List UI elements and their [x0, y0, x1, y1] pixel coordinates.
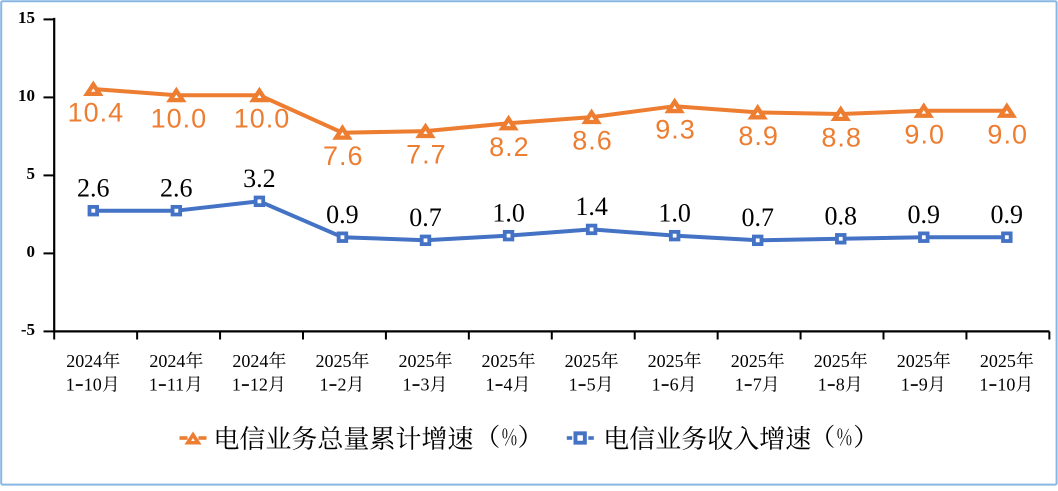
svg-text:0.9: 0.9	[991, 200, 1024, 229]
svg-text:2024: 2024	[232, 351, 268, 371]
svg-text:10: 10	[997, 375, 1015, 395]
svg-text:5: 5	[587, 375, 596, 395]
svg-text:9: 9	[919, 375, 928, 395]
svg-text:8: 8	[836, 375, 845, 395]
svg-text:10: 10	[18, 86, 35, 105]
svg-text:-5: -5	[21, 320, 35, 339]
svg-text:3: 3	[421, 375, 430, 395]
svg-text:11: 11	[167, 375, 184, 395]
svg-text:7.6: 7.6	[323, 141, 364, 171]
svg-text:8.6: 8.6	[572, 126, 613, 156]
svg-text:9.0: 9.0	[987, 119, 1028, 149]
svg-text:8.9: 8.9	[738, 121, 779, 151]
svg-text:2025: 2025	[897, 351, 933, 371]
svg-text:5: 5	[27, 164, 36, 183]
svg-text:0.7: 0.7	[741, 203, 774, 232]
svg-text:1: 1	[569, 375, 578, 395]
svg-text:2.6: 2.6	[160, 173, 193, 202]
svg-text:1: 1	[901, 375, 910, 395]
svg-text:1: 1	[319, 375, 328, 395]
svg-text:1: 1	[403, 375, 412, 395]
svg-text:0.8: 0.8	[824, 201, 857, 230]
svg-text:1: 1	[149, 375, 158, 395]
svg-text:1.0: 1.0	[492, 198, 525, 227]
svg-text:0.7: 0.7	[409, 203, 442, 232]
svg-text:2: 2	[337, 375, 346, 395]
svg-text:7.7: 7.7	[406, 140, 447, 170]
svg-text:2025: 2025	[399, 351, 435, 371]
svg-text:10.4: 10.4	[68, 98, 125, 128]
svg-text:10.0: 10.0	[151, 104, 208, 134]
svg-text:3.2: 3.2	[243, 164, 276, 193]
svg-text:0.9: 0.9	[908, 200, 941, 229]
svg-text:1.0: 1.0	[658, 198, 691, 227]
svg-text:10: 10	[84, 375, 102, 395]
svg-text:9.0: 9.0	[904, 119, 945, 149]
svg-text:0.9: 0.9	[326, 200, 359, 229]
svg-text:15: 15	[18, 8, 35, 27]
svg-text:1: 1	[818, 375, 827, 395]
svg-text:1: 1	[652, 375, 661, 395]
svg-text:7: 7	[753, 375, 762, 395]
svg-text:1: 1	[979, 375, 988, 395]
svg-text:2.6: 2.6	[77, 173, 110, 202]
svg-text:4: 4	[504, 375, 513, 395]
svg-text:8.2: 8.2	[489, 132, 530, 162]
svg-text:12: 12	[250, 375, 268, 395]
svg-text:1: 1	[735, 375, 744, 395]
svg-text:10.0: 10.0	[234, 104, 291, 134]
svg-text:6: 6	[670, 375, 679, 395]
svg-text:2025: 2025	[648, 351, 684, 371]
svg-text:0: 0	[27, 242, 36, 261]
svg-text:2025: 2025	[980, 351, 1016, 371]
svg-text:2024: 2024	[149, 351, 185, 371]
svg-text:2025: 2025	[482, 351, 518, 371]
svg-text:8.8: 8.8	[821, 122, 862, 152]
svg-text:1: 1	[486, 375, 495, 395]
svg-text:2025: 2025	[814, 351, 850, 371]
svg-text:2025: 2025	[731, 351, 767, 371]
svg-text:9.3: 9.3	[655, 115, 696, 145]
svg-text:2024: 2024	[66, 351, 102, 371]
svg-text:2025: 2025	[565, 351, 601, 371]
svg-text:1: 1	[232, 375, 241, 395]
svg-text:1.4: 1.4	[575, 192, 608, 221]
svg-text:1: 1	[66, 375, 75, 395]
svg-text:2025: 2025	[315, 351, 351, 371]
